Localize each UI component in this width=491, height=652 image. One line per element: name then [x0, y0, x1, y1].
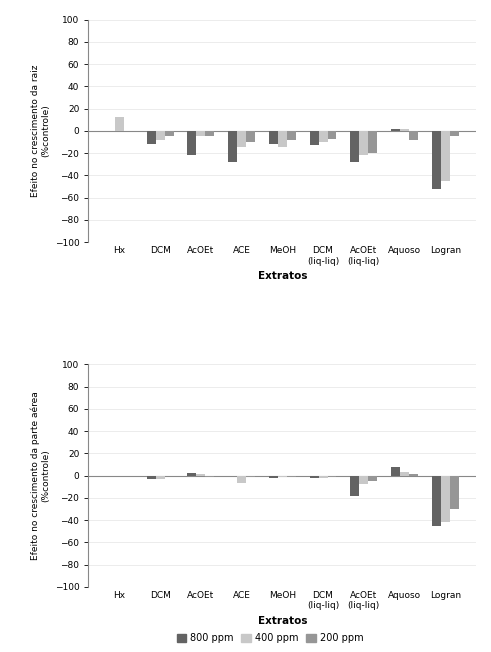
- Bar: [156, 131, 164, 140]
- Bar: [450, 131, 459, 136]
- Bar: [228, 131, 237, 162]
- Bar: [164, 131, 174, 136]
- Bar: [246, 475, 255, 477]
- Bar: [196, 131, 205, 136]
- Bar: [205, 131, 215, 136]
- Bar: [310, 475, 319, 478]
- Bar: [432, 131, 441, 188]
- Bar: [188, 473, 196, 475]
- Bar: [350, 131, 359, 162]
- Bar: [147, 475, 156, 479]
- Bar: [327, 131, 336, 139]
- Bar: [278, 131, 287, 147]
- Bar: [188, 131, 196, 155]
- Bar: [246, 131, 255, 142]
- Bar: [400, 128, 409, 131]
- Bar: [359, 475, 368, 484]
- X-axis label: Extratos: Extratos: [258, 616, 307, 626]
- Bar: [287, 131, 296, 140]
- Bar: [391, 467, 400, 475]
- Bar: [156, 475, 164, 479]
- Bar: [205, 475, 215, 477]
- Bar: [368, 475, 377, 481]
- X-axis label: Extratos: Extratos: [258, 271, 307, 281]
- Bar: [327, 475, 336, 477]
- Bar: [368, 131, 377, 153]
- Bar: [147, 131, 156, 144]
- Bar: [432, 475, 441, 526]
- Bar: [237, 131, 246, 147]
- Bar: [441, 131, 450, 181]
- Bar: [278, 475, 287, 477]
- Bar: [391, 128, 400, 131]
- Bar: [237, 475, 246, 483]
- Bar: [269, 131, 278, 144]
- Bar: [359, 131, 368, 155]
- Legend: 800 ppm, 400 ppm, 200 ppm: 800 ppm, 400 ppm, 200 ppm: [173, 629, 367, 647]
- Bar: [319, 475, 327, 478]
- Bar: [319, 131, 327, 142]
- Bar: [310, 131, 319, 145]
- Y-axis label: Efeito no crescimento da raiz
(%controle): Efeito no crescimento da raiz (%controle…: [31, 65, 51, 197]
- Bar: [350, 475, 359, 496]
- Bar: [450, 475, 459, 509]
- Bar: [400, 472, 409, 475]
- Bar: [115, 117, 124, 131]
- Bar: [269, 475, 278, 478]
- Y-axis label: Efeito no crescimento da parte aérea
(%controle): Efeito no crescimento da parte aérea (%c…: [30, 391, 51, 560]
- Bar: [287, 475, 296, 477]
- Bar: [409, 131, 418, 140]
- Bar: [441, 475, 450, 522]
